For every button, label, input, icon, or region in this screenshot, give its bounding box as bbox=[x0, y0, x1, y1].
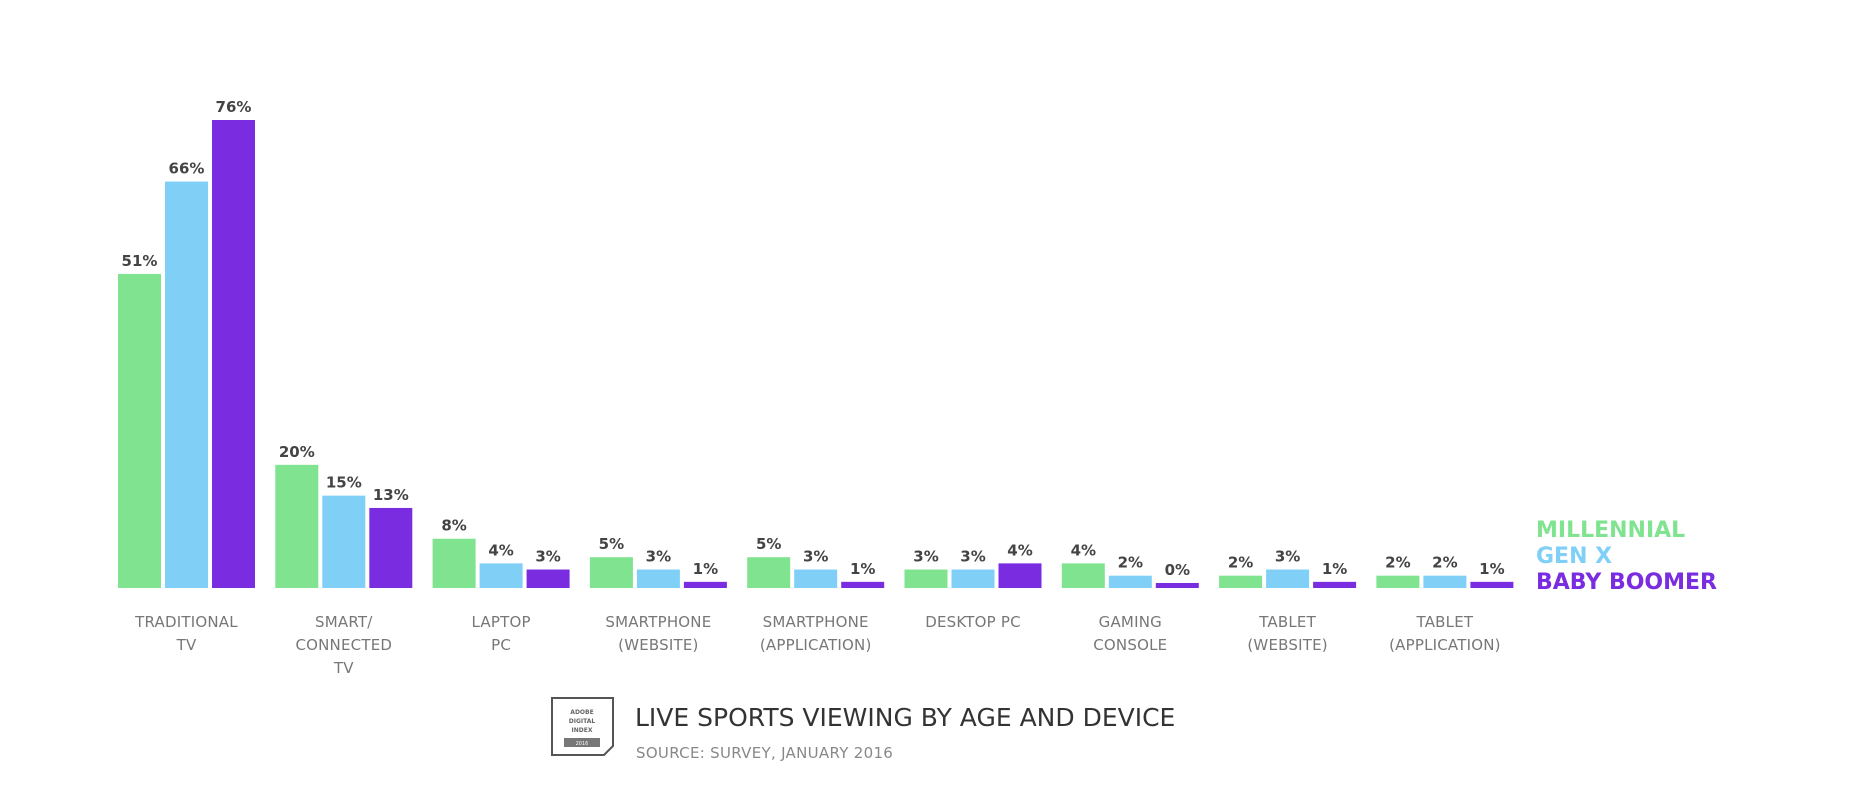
value-label-2-0: 8% bbox=[441, 517, 466, 535]
logo-year-badge bbox=[564, 738, 600, 747]
category-labels-group: TRADITIONAL TV SMART/CONNECTED TV LAPTOP PC SM… bbox=[134, 613, 1501, 677]
value-label-1-2: 13% bbox=[373, 486, 409, 504]
value-label-8-2: 1% bbox=[1479, 560, 1504, 578]
chart-subtitle: SOURCE: SURVEY, JANUARY 2016 bbox=[636, 744, 893, 762]
value-label-1-1: 15% bbox=[326, 474, 362, 492]
category-label-6: GAMING CONSOLE bbox=[1093, 613, 1167, 654]
value-label-2-1: 4% bbox=[488, 541, 513, 559]
value-labels-group: 51% 66% 76% 20% 15% 13% 8% 4% 3% 5% 3% 1% 5% 3% 1% 3% 3%… bbox=[122, 98, 1505, 579]
bar-3-2 bbox=[683, 581, 727, 588]
logo-line-2: DIGITAL bbox=[569, 718, 596, 725]
logo-year: 2016 bbox=[576, 741, 589, 747]
bar-0-1 bbox=[165, 181, 208, 588]
value-label-7-0: 2% bbox=[1228, 554, 1253, 572]
bar-0-0 bbox=[118, 273, 161, 588]
value-label-0-0: 51% bbox=[122, 252, 158, 270]
value-label-4-1: 3% bbox=[803, 548, 828, 566]
category-label-3: SMARTPHONE (WEBSITE) bbox=[605, 613, 711, 654]
bar-6-1 bbox=[1108, 575, 1152, 588]
category-label-7: TABLET (WEBSITE) bbox=[1247, 613, 1327, 654]
category-label-2: LAPTOP PC bbox=[471, 613, 530, 654]
bar-6-2 bbox=[1155, 583, 1199, 588]
bar-4-0 bbox=[747, 557, 791, 588]
bar-7-2 bbox=[1313, 581, 1357, 588]
value-label-5-2: 4% bbox=[1007, 541, 1032, 559]
bar-6-0 bbox=[1061, 563, 1105, 588]
value-label-6-2: 0% bbox=[1165, 561, 1190, 579]
value-label-3-2: 1% bbox=[693, 560, 718, 578]
bar-5-2 bbox=[998, 563, 1042, 588]
value-label-2-2: 3% bbox=[535, 548, 560, 566]
bar-5-0 bbox=[904, 569, 948, 588]
value-label-7-1: 3% bbox=[1275, 548, 1300, 566]
category-label-8: TABLET (APPLICATION) bbox=[1389, 613, 1501, 654]
category-label-5: DESKTOP PC bbox=[925, 613, 1021, 631]
value-label-8-0: 2% bbox=[1385, 554, 1410, 572]
legend-item-0: MILLENNIAL bbox=[1536, 518, 1685, 543]
adobe-digital-index-logo: ADOBE DIGITAL INDEX 2016 bbox=[551, 697, 614, 756]
category-label-1: SMART/CONNECTED TV bbox=[295, 613, 392, 677]
bar-7-1 bbox=[1266, 569, 1310, 588]
bar-8-0 bbox=[1376, 575, 1420, 588]
category-label-4: SMARTPHONE (APPLICATION) bbox=[760, 613, 872, 654]
value-label-7-2: 1% bbox=[1322, 560, 1347, 578]
value-label-5-1: 3% bbox=[960, 548, 985, 566]
value-label-3-0: 5% bbox=[599, 535, 624, 553]
bar-7-0 bbox=[1219, 575, 1263, 588]
logo-line-1: ADOBE bbox=[570, 709, 593, 716]
value-label-4-0: 5% bbox=[756, 535, 781, 553]
bar-3-0 bbox=[589, 557, 633, 588]
value-label-6-1: 2% bbox=[1118, 554, 1143, 572]
value-label-3-1: 3% bbox=[646, 548, 671, 566]
chart-title: LIVE SPORTS VIEWING BY AGE AND DEVICE bbox=[635, 703, 1175, 732]
value-label-8-1: 2% bbox=[1432, 554, 1457, 572]
bar-2-1 bbox=[479, 563, 523, 588]
bar-4-1 bbox=[794, 569, 838, 588]
bar-2-2 bbox=[526, 569, 570, 588]
value-label-5-0: 3% bbox=[913, 548, 938, 566]
value-label-6-0: 4% bbox=[1071, 541, 1096, 559]
legend-item-2: BABY BOOMER bbox=[1536, 570, 1717, 595]
value-label-0-2: 76% bbox=[216, 98, 252, 116]
legend-item-1: GEN X bbox=[1536, 544, 1612, 569]
bar-5-1 bbox=[951, 569, 995, 588]
bar-4-2 bbox=[841, 581, 885, 588]
bar-1-1 bbox=[322, 495, 366, 588]
value-label-0-1: 66% bbox=[169, 160, 205, 178]
bar-1-0 bbox=[275, 464, 319, 588]
bar-0-2 bbox=[212, 120, 255, 588]
value-label-1-0: 20% bbox=[279, 443, 315, 461]
bar-1-2 bbox=[369, 507, 413, 588]
value-label-4-2: 1% bbox=[850, 560, 875, 578]
bar-3-1 bbox=[636, 569, 680, 588]
bars-group bbox=[118, 120, 1514, 588]
bar-8-1 bbox=[1423, 575, 1467, 588]
logo-line-3: INDEX bbox=[572, 727, 593, 734]
bar-8-2 bbox=[1470, 581, 1514, 588]
category-label-0: TRADITIONAL TV bbox=[134, 613, 238, 654]
bar-2-0 bbox=[432, 538, 476, 588]
